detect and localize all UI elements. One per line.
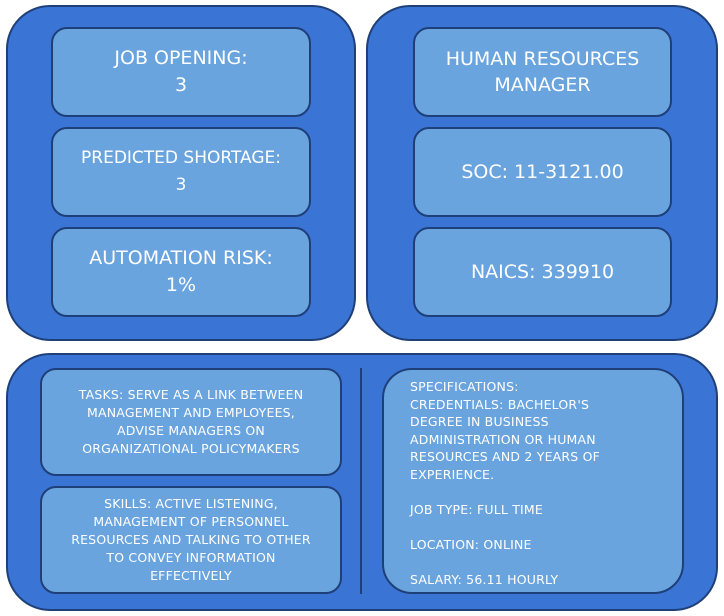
naics-code: NAICS: 339910 (470, 261, 615, 283)
salary: SALARY: 56.11 HOURLY (410, 571, 559, 587)
specifications-card: SPECIFICATIONS: CREDENTIALS: BACHELOR'S … (382, 368, 684, 594)
predicted-shortage-card: PREDICTED SHORTAGE: 3 (51, 127, 311, 217)
job-opening-label: JOB OPENING: (114, 47, 248, 69)
specifications-heading: SPECIFICATIONS: (410, 379, 519, 394)
skills-line: SKILLS: ACTIVE LISTENING, (104, 496, 278, 511)
skills-line: MANAGEMENT OF PERSONNEL (93, 514, 289, 529)
soc-card: SOC: 11-3121.00 (413, 127, 672, 217)
tasks-line: ORGANIZATIONAL POLICYMAKERS (82, 441, 300, 456)
automation-risk-card: AUTOMATION RISK: 1% (51, 227, 311, 317)
skills-line: EFFECTIVELY (150, 568, 232, 583)
automation-risk-value: 1% (165, 274, 197, 296)
location: LOCATION: ONLINE (410, 536, 532, 552)
credentials-line: RESOURCES AND 2 YEARS OF (410, 449, 601, 464)
tasks-card: TASKS: SERVE AS A LINK BETWEEN MANAGEMEN… (40, 368, 342, 476)
credentials-line: CREDENTIALS: BACHELOR'S (410, 396, 590, 412)
tasks-line: MANAGEMENT AND EMPLOYEES, (87, 405, 295, 420)
credentials-line: EXPERIENCE. (410, 466, 495, 482)
tasks-line: ADVISE MANAGERS ON (117, 423, 265, 438)
predicted-shortage-label: PREDICTED SHORTAGE: (81, 148, 281, 168)
credentials-line: DEGREE IN BUSINESS (410, 414, 549, 429)
tasks-line: TASKS: SERVE AS A LINK BETWEEN (78, 387, 304, 402)
predicted-shortage-value: 3 (175, 175, 187, 195)
naics-card: NAICS: 339910 (413, 227, 672, 317)
job-type: JOB TYPE: FULL TIME (410, 501, 544, 517)
automation-risk-label: AUTOMATION RISK: (89, 247, 273, 269)
section-divider (360, 368, 362, 594)
job-title-line1: HUMAN RESOURCES (445, 48, 640, 70)
skills-line: TO CONVEY INFORMATION (106, 550, 276, 565)
soc-code: SOC: 11-3121.00 (461, 161, 624, 183)
job-title-card: HUMAN RESOURCES MANAGER (413, 27, 672, 117)
skills-card: SKILLS: ACTIVE LISTENING, MANAGEMENT OF … (40, 486, 342, 594)
job-opening-card: JOB OPENING: 3 (51, 27, 311, 117)
job-opening-value: 3 (174, 74, 188, 96)
job-title-line2: MANAGER (494, 74, 591, 96)
skills-line: RESOURCES AND TALKING TO OTHER (71, 532, 311, 547)
credentials-line: ADMINISTRATION OR HUMAN (410, 431, 596, 447)
